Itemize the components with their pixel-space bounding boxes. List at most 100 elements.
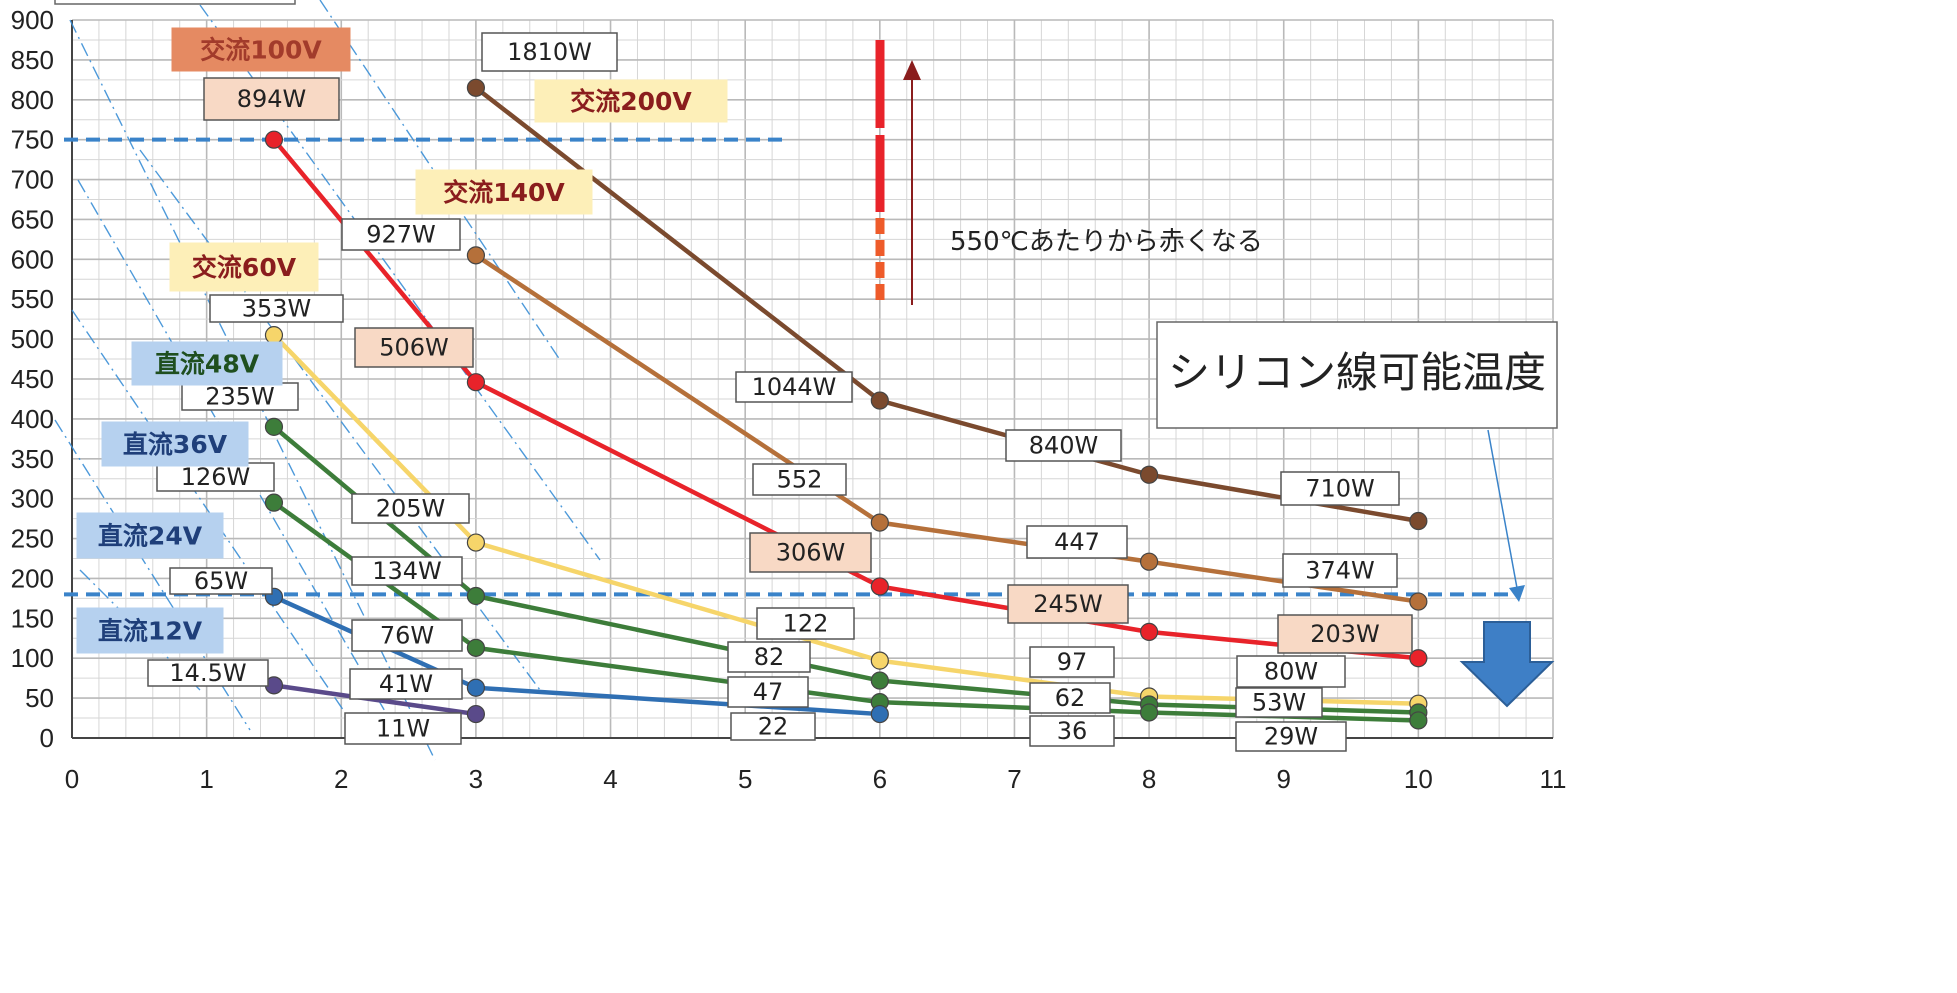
x-tick-label: 6 <box>873 764 887 794</box>
data-label-box <box>147 659 269 687</box>
x-tick-label: 1 <box>199 764 213 794</box>
data-point <box>1139 552 1159 571</box>
data-label-text: 353W <box>242 295 312 323</box>
y-tick-label: 800 <box>11 85 54 115</box>
y-tick-label: 450 <box>11 364 54 394</box>
y-tick-label: 600 <box>11 244 54 274</box>
data-label-text: 1810W <box>507 38 592 66</box>
x-tick-label: 5 <box>738 764 752 794</box>
series-name-label: 直流36V <box>123 430 228 459</box>
data-point <box>1139 622 1159 641</box>
guide-dashdot-line <box>139 149 541 691</box>
data-label-box <box>1277 614 1413 654</box>
data-label-text: 710W <box>1305 475 1375 503</box>
data-label-box <box>351 493 470 524</box>
data-label-box <box>727 676 809 708</box>
series-name-label: 交流100V <box>200 36 322 65</box>
data-label-text: 82 <box>754 643 785 671</box>
data-label-text: 53W <box>1252 689 1306 717</box>
data-label-box <box>756 607 855 640</box>
data-point <box>870 513 889 532</box>
y-tick-label: 150 <box>11 603 54 633</box>
pointer-arrow-head <box>1509 585 1525 602</box>
y-tick-label: 300 <box>11 484 54 514</box>
series-name-box <box>534 79 728 123</box>
data-label-text: 1044W <box>752 373 837 401</box>
data-point <box>466 678 486 697</box>
data-label-box <box>169 567 273 595</box>
silicon-note-text: シリコン線可能温度 <box>1168 348 1546 397</box>
data-label-text: 205W <box>376 495 446 523</box>
data-point <box>870 671 889 690</box>
series-name-box <box>131 341 283 386</box>
data-label-text: 36 <box>1057 717 1088 745</box>
x-tick-label: 4 <box>603 764 617 794</box>
data-label-box <box>1282 553 1398 588</box>
red-glow-note: 550℃あたりから赤くなる <box>950 227 1263 257</box>
data-point <box>264 493 284 512</box>
data-label-box <box>1005 429 1122 462</box>
series-name-label: 直流12V <box>98 617 203 646</box>
down-arrow-icon <box>1459 621 1555 708</box>
data-label-text: 22 <box>758 713 789 741</box>
y-tick-label: 650 <box>11 204 54 234</box>
data-label-text: 122 <box>783 610 829 638</box>
data-point <box>264 417 284 436</box>
data-label-box <box>1029 646 1115 678</box>
y-tick-label: 850 <box>11 45 54 75</box>
data-label-box <box>1007 584 1129 624</box>
silicon-note-box <box>1156 321 1558 429</box>
data-point <box>1409 711 1428 730</box>
series-name-boxes: 交流200V 交流140V 交流100V 交流60V 直流48V 直流36V 直流24V 直流… <box>76 27 728 654</box>
data-label-text: 506W <box>379 334 449 362</box>
data-label-text: 894W <box>237 85 307 113</box>
data-point <box>466 78 486 97</box>
data-label-text: 552 <box>777 466 823 494</box>
data-label-box <box>1235 687 1323 718</box>
x-tick-label: 9 <box>1276 764 1290 794</box>
data-label-box <box>749 532 872 573</box>
series-name-box <box>415 169 593 215</box>
series-name-label: 交流140V <box>443 178 565 207</box>
data-point <box>264 130 284 149</box>
data-label-text: 97 <box>1057 648 1088 676</box>
data-label-text: 65W <box>194 567 248 595</box>
data-point <box>1409 511 1428 531</box>
y-tick-label: 200 <box>11 563 54 593</box>
data-label-text: 41W <box>379 670 433 698</box>
series-name-label: 交流200V <box>570 87 692 116</box>
data-label-box <box>735 371 853 403</box>
x-tick-label: 0 <box>65 764 79 794</box>
data-label-text: 374W <box>1305 557 1375 585</box>
pointer-arrow-line <box>1487 429 1518 589</box>
series-name-box <box>101 421 249 467</box>
x-tick-label: 2 <box>334 764 348 794</box>
data-label-box <box>727 641 811 673</box>
data-label-text: 245W <box>1033 590 1103 618</box>
data-label-box <box>1029 715 1115 747</box>
data-point <box>466 533 486 552</box>
data-point <box>1409 649 1428 668</box>
x-tick-label: 11 <box>1540 764 1567 794</box>
data-point <box>264 326 284 345</box>
data-label-box <box>351 556 463 586</box>
data-label-text: 134W <box>372 557 442 585</box>
data-point <box>1409 592 1428 611</box>
data-label-box <box>209 294 344 323</box>
data-label-box <box>1029 682 1111 714</box>
y-tick-label: 250 <box>11 524 54 554</box>
data-label-text: 927W <box>366 221 436 249</box>
data-label-text: 126W <box>181 463 251 491</box>
data-label-text: 62 <box>1055 684 1086 712</box>
data-label-text: 203W <box>1310 620 1380 648</box>
y-tick-label: 400 <box>11 404 54 434</box>
series-name-box <box>171 27 351 72</box>
data-label-box <box>203 77 340 121</box>
series-name-box <box>76 512 224 559</box>
data-label-text: 47 <box>753 678 784 706</box>
data-label-box <box>354 327 474 368</box>
red-arrow-head <box>903 60 921 80</box>
series-name-label: 直流24V <box>98 522 203 551</box>
